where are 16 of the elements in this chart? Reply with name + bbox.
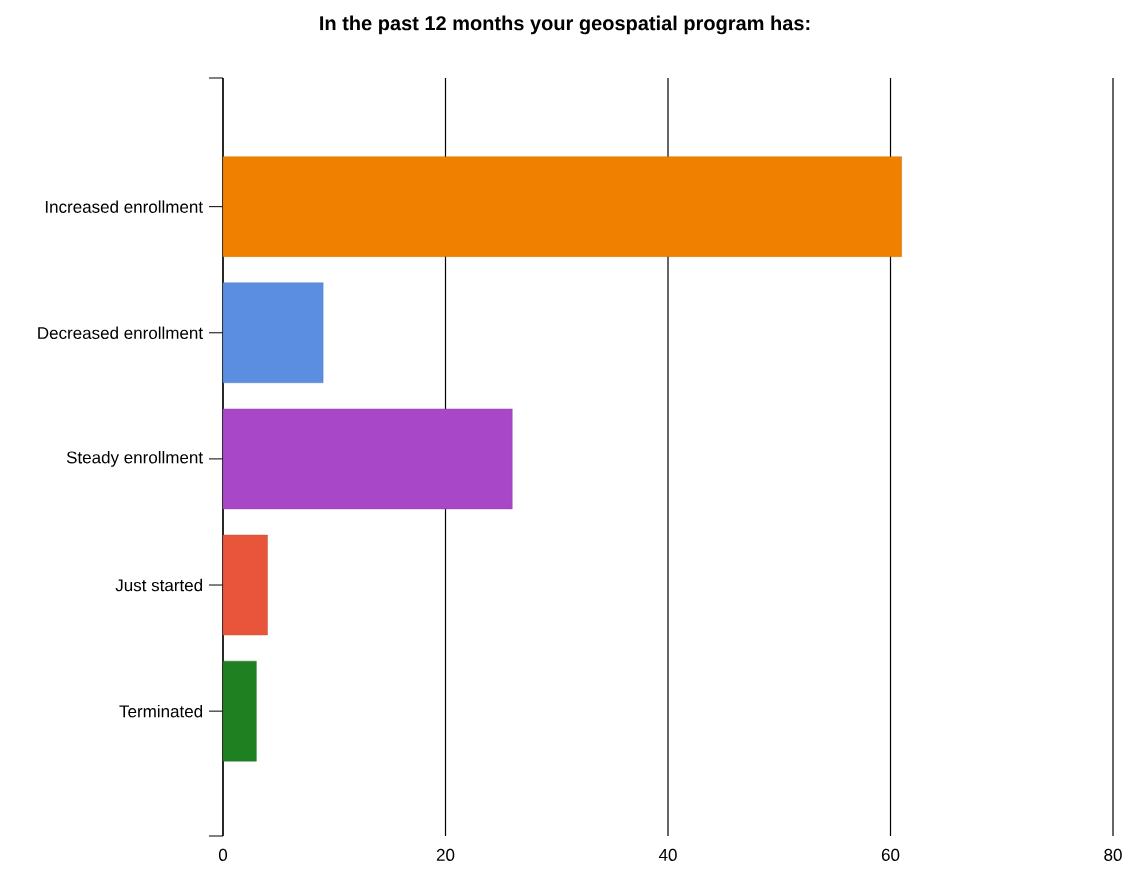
y-tick-label: Increased enrollment [45, 200, 203, 213]
chart-title: In the past 12 months your geospatial program has: [320, 15, 810, 35]
x-tick-label: 80 [1104, 848, 1122, 861]
y-tick-label: Steady enrollment [66, 450, 203, 467]
bar [222, 534, 268, 636]
x-tick-label: 60 [881, 848, 900, 861]
y-tick-label: Terminated [119, 704, 203, 718]
x-tick-label: 40 [658, 848, 677, 861]
y-tick-label: Decreased enrollment [38, 326, 203, 340]
x-tick-label: 0 [218, 848, 228, 861]
y-tick-label: Just started [115, 578, 203, 592]
bar [222, 408, 513, 510]
bar [222, 282, 324, 383]
bar [222, 660, 257, 762]
bar [222, 156, 902, 257]
x-tick-label: 20 [436, 848, 455, 861]
